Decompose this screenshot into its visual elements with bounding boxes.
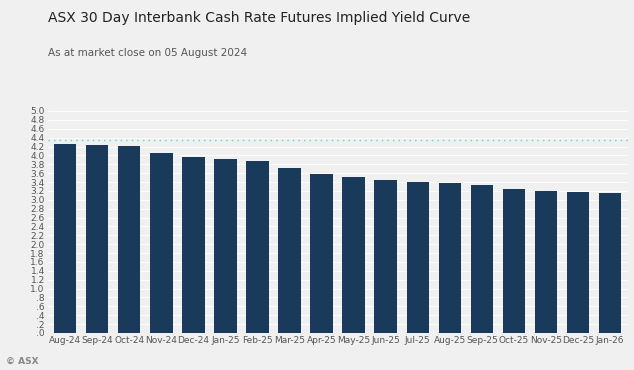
Bar [118, 146, 141, 333]
Bar [599, 193, 621, 333]
Bar [150, 153, 172, 333]
Bar [182, 157, 205, 333]
Bar [246, 161, 269, 333]
Text: As at market close on 05 August 2024: As at market close on 05 August 2024 [48, 48, 247, 58]
Bar [214, 159, 236, 333]
Bar [311, 175, 333, 333]
Legend: Implied Yield, RBA Official Cash Rate: Implied Yield, RBA Official Cash Rate [231, 369, 444, 370]
Text: ASX 30 Day Interbank Cash Rate Futures Implied Yield Curve: ASX 30 Day Interbank Cash Rate Futures I… [48, 11, 470, 25]
Bar [406, 182, 429, 333]
Bar [375, 180, 397, 333]
Bar [54, 144, 76, 333]
Bar [567, 192, 589, 333]
Bar [503, 189, 525, 333]
Bar [470, 185, 493, 333]
Bar [439, 184, 461, 333]
Bar [534, 191, 557, 333]
Bar [278, 168, 301, 333]
Bar [86, 145, 108, 333]
Text: © ASX: © ASX [6, 357, 39, 366]
Bar [342, 177, 365, 333]
